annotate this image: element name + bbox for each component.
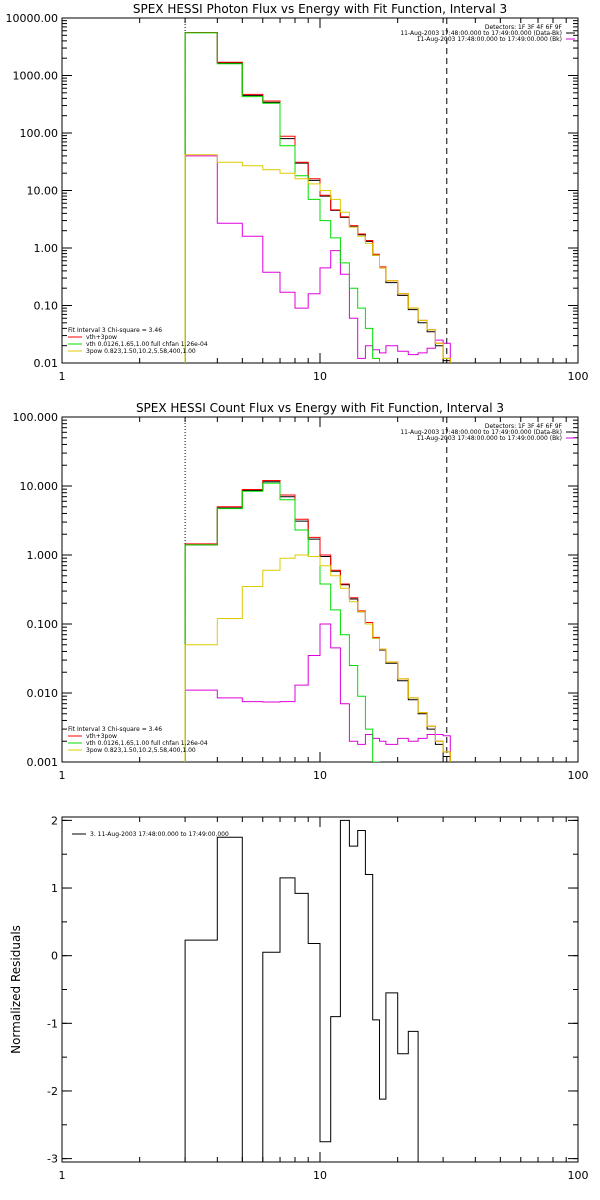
legend-left-text: vth+3pow: [86, 334, 117, 341]
series-line: [184, 623, 451, 762]
series-line: [184, 481, 451, 762]
series-line: [184, 482, 380, 762]
legend-right-text: 11-Aug-2003 17:48:00.000 to 17:49:00.000…: [400, 429, 562, 436]
photon-flux-panel: SPEX HESSI Photon Flux vs Energy with Fi…: [6, 2, 589, 383]
y-tick-label: 100.000: [13, 411, 59, 424]
legend-right-text: Detectors: 1F 3F 4F 6F 9F: [485, 423, 563, 430]
y-tick-label: 100.00: [20, 127, 59, 140]
series-line: [184, 32, 380, 363]
legend-right-text: Detectors: 1F 3F 4F 6F 9F: [485, 24, 563, 31]
x-tick-label: 100: [568, 1169, 589, 1182]
legend-left-text: vth 0.0126,1.65,1.00 full chfan 1.26e-04: [86, 341, 208, 348]
legend-left-text: vth 0.0126,1.65,1.00 full chfan 1.26e-04: [86, 740, 208, 747]
y-tick-label: 0.100: [27, 618, 59, 631]
y-tick-label: 2: [51, 814, 58, 827]
legend-left-text: 3pow 0.823,1.50,10.2,5.58,400,1.00: [86, 747, 196, 754]
y-tick-label: -2: [47, 1085, 58, 1098]
chart-title: SPEX HESSI Count Flux vs Energy with Fit…: [136, 401, 504, 415]
legend-right-text: 11-Aug-2003 17:48:00.000 to 17:49:00.000…: [417, 36, 562, 43]
series-line: [184, 819, 451, 1162]
legend-right-text: 11-Aug-2003 17:48:00.000 to 17:49:00.000…: [400, 30, 562, 37]
series-line: [184, 554, 451, 762]
legend-left-text: vth+3pow: [86, 733, 117, 740]
x-tick-label: 100: [568, 370, 589, 383]
y-tick-label: -1: [47, 1017, 58, 1030]
y-axis-label: Normalized Residuals: [9, 925, 23, 1054]
x-tick-label: 10: [313, 1169, 327, 1182]
y-tick-label: 1.000: [27, 549, 59, 562]
y-tick-label: 1: [51, 882, 58, 895]
series-line: [184, 480, 451, 762]
x-tick-label: 1: [59, 370, 66, 383]
y-tick-label: 1.00: [34, 242, 59, 255]
legend-left-text: 3pow 0.823,1.50,10.2,5.58,400,1.00: [86, 348, 196, 355]
residuals-panel: Normalized Residuals 1 10 100 -3 -2 -1 0 1 2 3. 11…: [9, 814, 589, 1182]
count-flux-panel: SPEX HESSI Count Flux vs Energy with Fit…: [13, 401, 589, 782]
legend-right-text: 11-Aug-2003 17:48:00.000 to 17:49:00.000…: [417, 435, 562, 442]
y-tick-label: 0: [51, 950, 58, 963]
x-tick-label: 10: [313, 769, 327, 782]
x-tick-label: 10: [313, 370, 327, 383]
x-tick-label: 100: [568, 769, 589, 782]
y-tick-label: 0.10: [34, 300, 59, 313]
y-tick-label: 10000.00: [6, 12, 59, 25]
legend-left-text: Fit Interval 3 Chi-square = 3.46: [68, 726, 162, 733]
y-tick-label: 10.00: [27, 185, 59, 198]
y-tick-label: 1000.00: [13, 70, 59, 83]
plot-frame: [61, 416, 579, 763]
series-line: [184, 32, 451, 363]
y-tick-label: -3: [47, 1153, 58, 1166]
x-tick-label: 1: [59, 1169, 66, 1182]
series-line: [184, 154, 451, 363]
legend-left-text: 3. 11-Aug-2003 17:48:00.000 to 17:49:00.…: [90, 831, 229, 838]
legend-left-text: Fit Interval 3 Chi-square = 3.46: [68, 327, 162, 334]
y-tick-label: 0.001: [27, 756, 59, 769]
y-tick-label: 10.000: [20, 480, 59, 493]
y-tick-label: 0.01: [34, 357, 59, 370]
x-tick-label: 1: [59, 769, 66, 782]
chart-title: SPEX HESSI Photon Flux vs Energy with Fi…: [133, 2, 507, 16]
series-line: [184, 155, 451, 363]
y-tick-label: 0.010: [27, 687, 59, 700]
series-line: [184, 32, 451, 363]
